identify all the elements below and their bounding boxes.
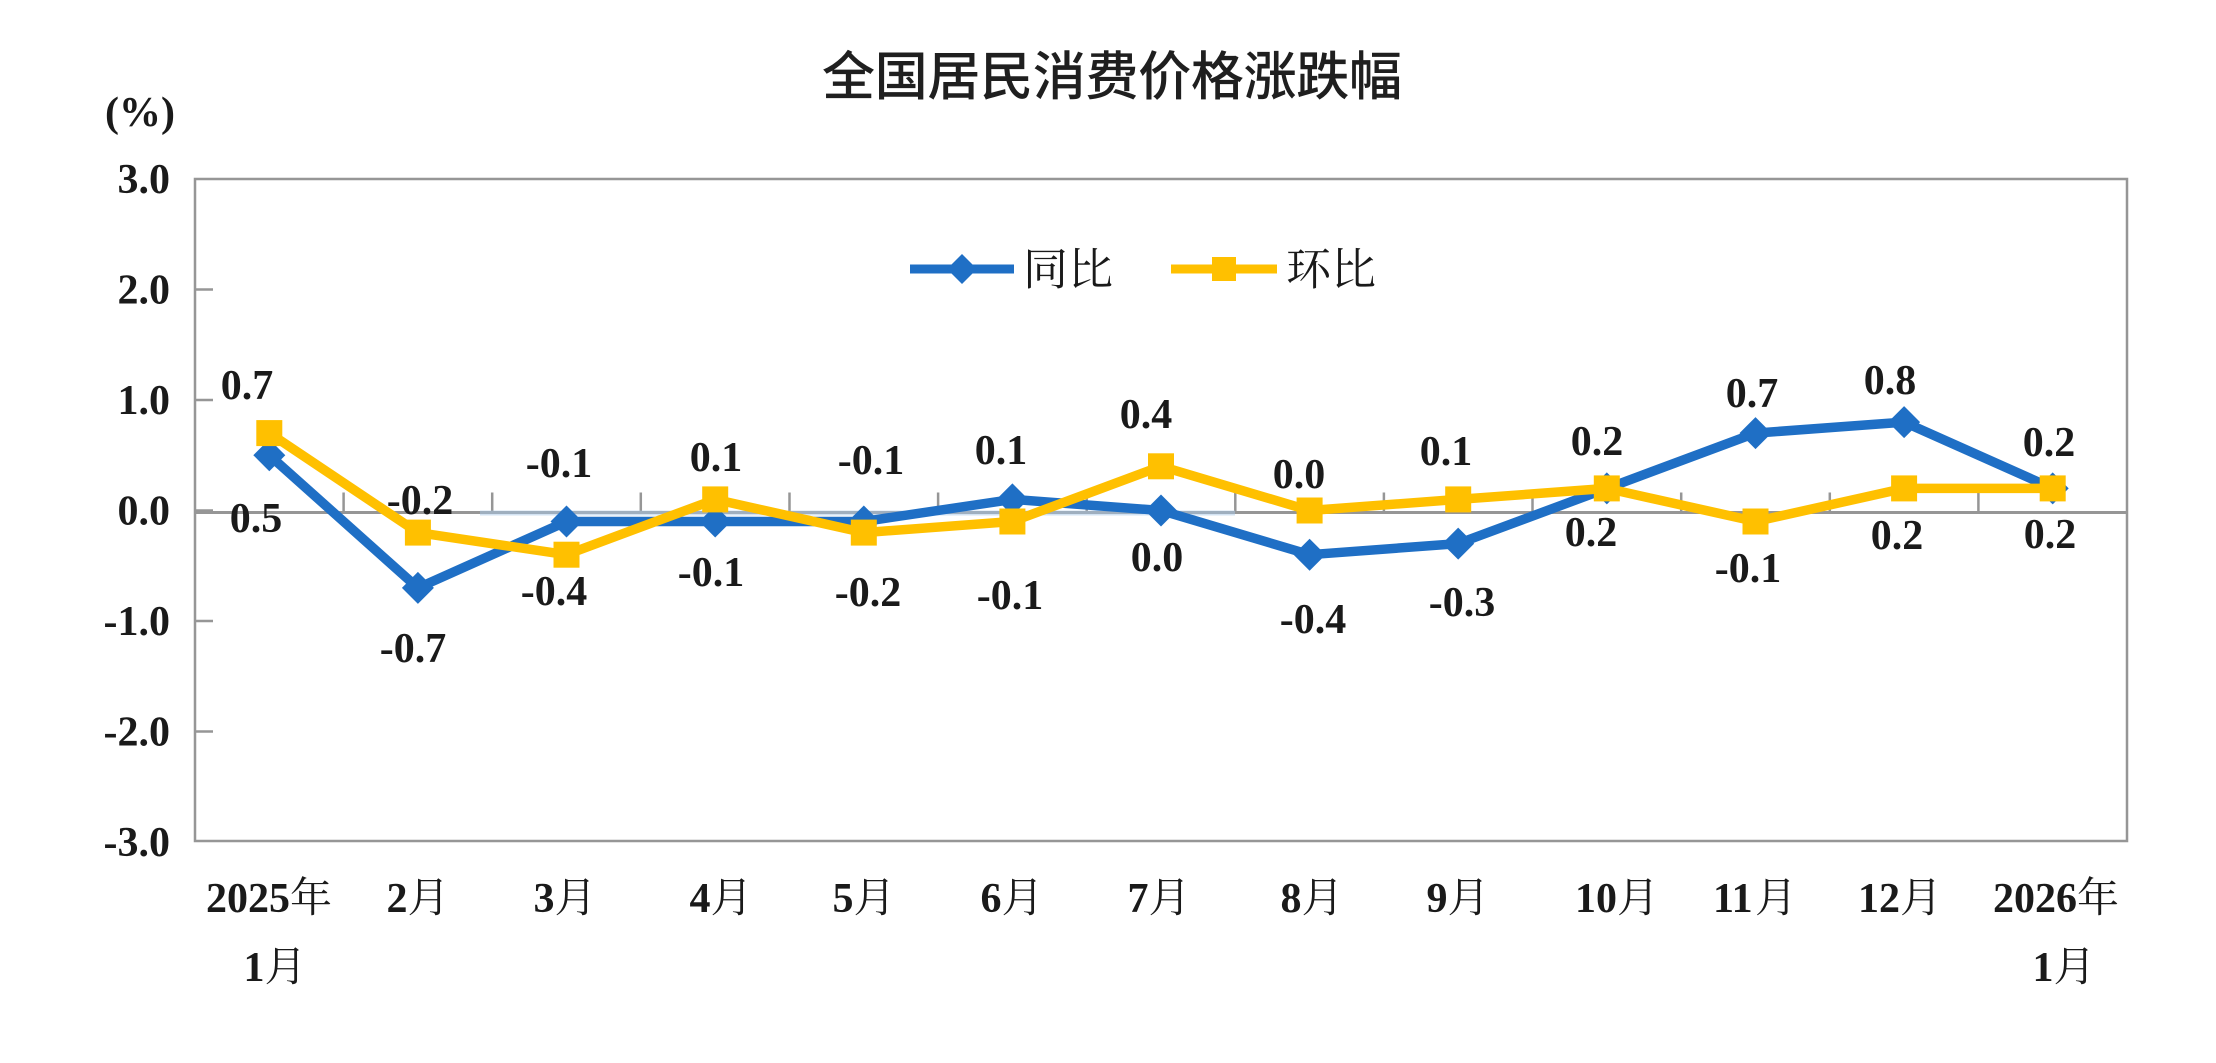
svg-text:-0.4: -0.4 [521,569,588,615]
svg-text:0.7: 0.7 [1726,371,1779,417]
svg-text:8: 8 [1281,876,1302,922]
svg-text:-0.1: -0.1 [977,573,1044,619]
svg-text:0.2: 0.2 [1565,510,1618,556]
svg-text:0.4: 0.4 [1120,392,1173,438]
svg-text:(%): (%) [105,90,175,136]
svg-text:0.1: 0.1 [690,435,743,481]
svg-text:-0.1: -0.1 [1715,546,1782,592]
svg-text:2026: 2026 [1993,876,2077,922]
svg-text:0.1: 0.1 [1420,429,1473,475]
svg-text:1.0: 1.0 [118,378,171,424]
svg-text:1: 1 [2033,945,2054,991]
svg-text:12: 12 [1858,876,1900,922]
svg-text:-0.2: -0.2 [387,478,454,524]
svg-text:-2.0: -2.0 [104,710,171,756]
svg-text:-1.0: -1.0 [104,599,171,645]
svg-text:2025: 2025 [206,876,290,922]
svg-text:6: 6 [981,876,1002,922]
svg-text:-0.4: -0.4 [1280,597,1347,643]
svg-text:0.1: 0.1 [975,428,1028,474]
svg-text:2: 2 [387,876,408,922]
svg-text:-0.1: -0.1 [526,441,593,487]
svg-text:0.8: 0.8 [1864,358,1917,404]
svg-text:0.0: 0.0 [118,489,171,535]
svg-text:0.2: 0.2 [1871,513,1924,559]
svg-text:0.2: 0.2 [2023,420,2076,466]
svg-text:-3.0: -3.0 [104,820,171,866]
svg-text:1: 1 [244,945,265,991]
svg-text:-0.1: -0.1 [678,550,745,596]
svg-text:0.0: 0.0 [1273,452,1326,498]
svg-text:-0.3: -0.3 [1429,580,1496,626]
svg-text:0.5: 0.5 [230,496,283,542]
svg-text:0.7: 0.7 [221,363,274,409]
svg-text:10: 10 [1575,876,1617,922]
svg-text:0.2: 0.2 [2024,512,2077,558]
svg-text:4: 4 [690,876,711,922]
svg-text:-0.7: -0.7 [380,626,447,672]
svg-text:3: 3 [534,876,555,922]
svg-text:-0.1: -0.1 [838,438,905,484]
svg-text:3.0: 3.0 [118,157,171,203]
svg-text:5: 5 [833,876,854,922]
svg-text:9: 9 [1427,876,1448,922]
svg-text:-0.2: -0.2 [835,570,902,616]
svg-text:0.0: 0.0 [1131,535,1184,581]
svg-text:7: 7 [1128,876,1149,922]
svg-text:2.0: 2.0 [118,268,171,314]
svg-text:11: 11 [1713,876,1753,922]
svg-text:0.2: 0.2 [1571,419,1624,465]
